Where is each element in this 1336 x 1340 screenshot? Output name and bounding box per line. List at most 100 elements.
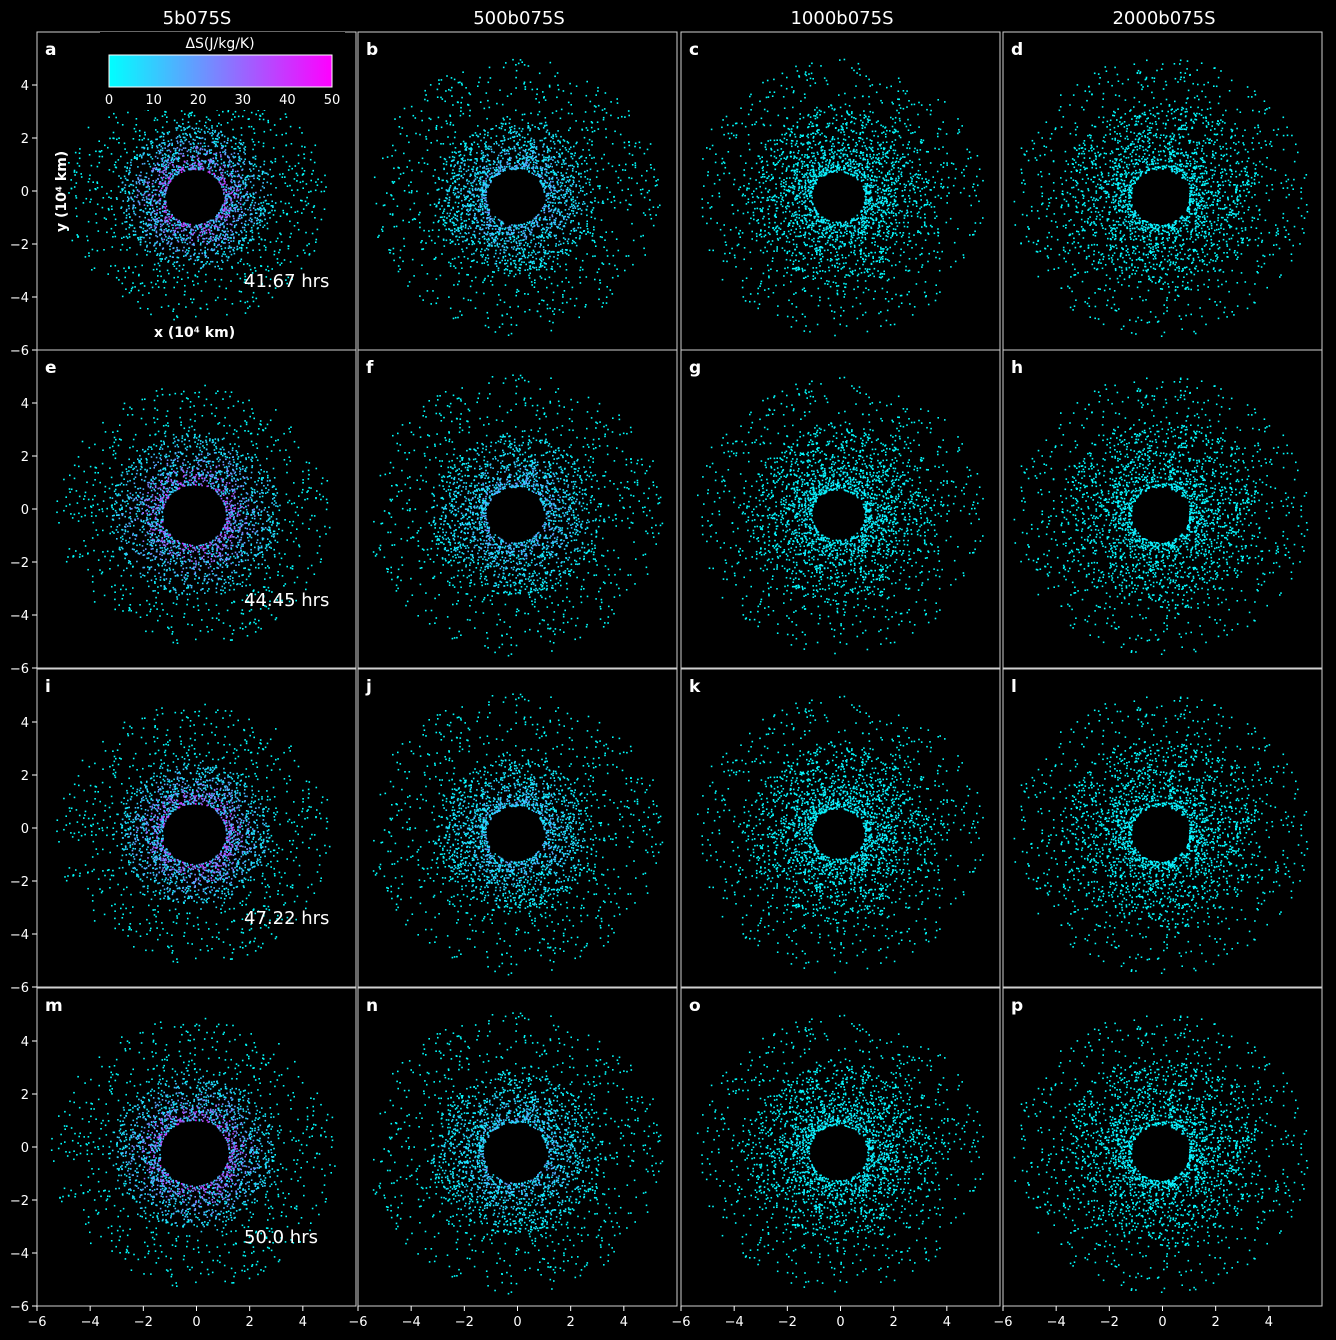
scatter-point [592,131,594,133]
scatter-point [233,238,235,240]
scatter-point [141,237,143,239]
scatter-point [179,227,181,229]
scatter-point [301,132,303,134]
scatter-point [617,117,619,119]
scatter-point [528,252,530,254]
scatter-point [436,278,438,280]
scatter-point [550,140,552,142]
scatter-point [249,265,251,267]
scatter-point [519,252,521,254]
scatter-point [578,202,580,204]
scatter-point [534,246,536,248]
scatter-point [532,220,534,222]
scatter-point [530,143,532,145]
scatter-point [236,220,238,222]
scatter-point [158,286,160,288]
scatter-point [444,200,446,202]
scatter-point [493,218,495,220]
scatter-point [470,286,472,288]
scatter-point [490,168,492,170]
scatter-point [484,280,486,282]
scatter-point [220,131,222,133]
scatter-point [514,148,516,150]
scatter-point [110,197,112,199]
scatter-point [177,168,179,170]
scatter-point [279,249,281,251]
scatter-point [516,131,518,133]
scatter-point [484,166,486,168]
scatter-point [566,189,568,191]
scatter-point [137,194,139,196]
scatter-point [520,59,522,61]
scatter-point [170,151,172,153]
scatter-point [184,113,186,115]
scatter-point [155,117,157,119]
scatter-point [439,208,441,210]
scatter-point [244,153,246,155]
scatter-point [591,212,593,214]
scatter-point [234,152,236,154]
scatter-point [181,240,183,242]
scatter-point [617,275,619,277]
scatter-point [185,166,187,168]
scatter-point [386,192,388,194]
scatter-point [178,221,180,223]
scatter-point [541,123,543,125]
scatter-point [271,176,273,178]
scatter-point [521,158,523,160]
scatter-point [241,259,243,261]
scatter-point [563,194,565,196]
scatter-point [450,239,452,241]
scatter-point [499,253,501,255]
scatter-point [517,254,519,256]
scatter-point [222,209,224,211]
scatter-point [452,156,454,158]
scatter-point [578,224,580,226]
scatter-point [515,133,517,135]
scatter-point [539,266,541,268]
scatter-point [442,180,444,182]
scatter-point [224,188,226,190]
scatter-point [540,170,542,172]
scatter-point [193,229,195,231]
scatter-point [227,201,229,203]
scatter-point [128,191,130,193]
scatter-point [506,153,508,155]
scatter-point [653,225,655,227]
scatter-point [461,200,463,202]
scatter-point [555,190,557,192]
scatter-point [475,176,477,178]
scatter-point [138,274,140,276]
scatter-point [251,163,253,165]
scatter-point [529,273,531,275]
scatter-point [455,147,457,149]
scatter-point [461,229,463,231]
scatter-point [514,224,516,226]
scatter-point [628,255,630,257]
scatter-point [324,208,326,210]
scatter-point [544,138,546,140]
scatter-point [206,150,208,152]
scatter-point [522,168,524,170]
scatter-point [183,127,185,129]
scatter-point [629,153,631,155]
scatter-point [291,168,293,170]
scatter-point [584,230,586,232]
scatter-point [288,248,290,250]
scatter-point [533,166,535,168]
scatter-point [555,218,557,220]
scatter-point [208,129,210,131]
scatter-point [262,186,264,188]
scatter-point [647,149,649,151]
scatter-point [475,277,477,279]
scatter-point [306,183,308,185]
scatter-point [562,251,564,253]
scatter-point [594,105,596,107]
scatter-point [571,205,573,207]
scatter-point [211,149,213,151]
scatter-point [554,143,556,145]
scatter-point [473,210,475,212]
scatter-point [603,246,605,248]
scatter-point [135,207,137,209]
scatter-point [580,156,582,158]
